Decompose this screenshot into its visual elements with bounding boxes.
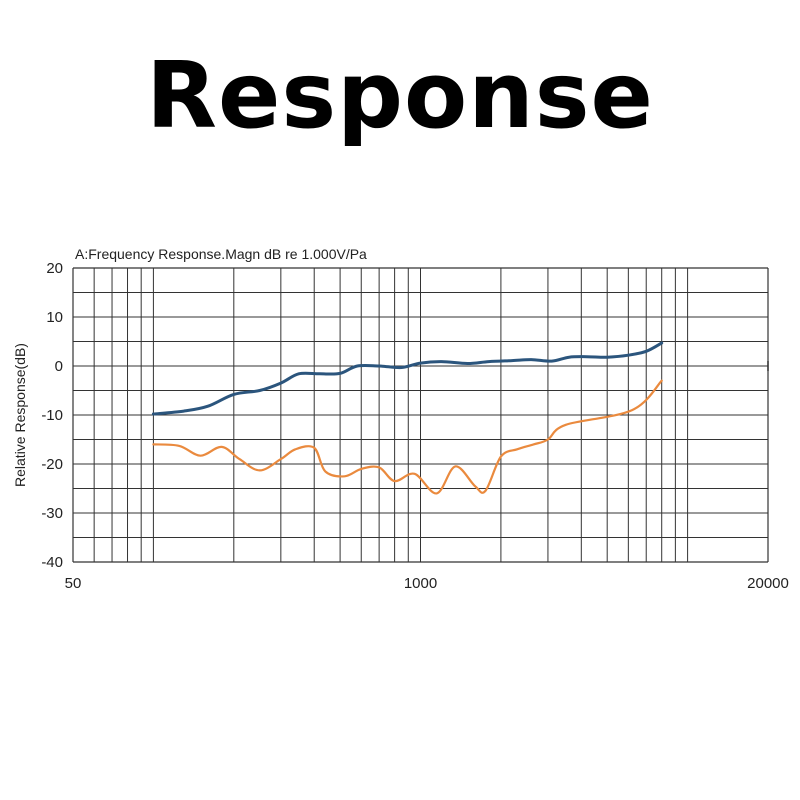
y-tick-label: -20 <box>41 456 63 473</box>
chart-title: A:Frequency Response.Magn dB re 1.000V/P… <box>75 246 367 262</box>
chart-grid <box>72 267 769 563</box>
series-line-orange <box>152 379 663 495</box>
y-tick-label: -30 <box>41 505 63 522</box>
x-tick-labels: 50 1000 20000 <box>65 575 789 592</box>
x-tick-label: 1000 <box>404 575 437 592</box>
y-tick-label: -40 <box>41 554 63 571</box>
page-title: Response <box>146 42 654 149</box>
y-tick-label: -10 <box>41 407 63 424</box>
y-tick-label: 10 <box>46 309 63 326</box>
x-tick-label: 20000 <box>747 575 789 592</box>
y-tick-label: 0 <box>55 358 63 375</box>
y-tick-label: 20 <box>46 260 63 277</box>
y-tick-labels: 20 10 0 -10 -20 -30 -40 <box>41 260 63 571</box>
series-layer <box>151 341 664 495</box>
x-tick-label: 50 <box>65 575 82 592</box>
series-line-blue <box>151 341 664 416</box>
y-axis-title: Relative Response(dB) <box>12 343 28 487</box>
